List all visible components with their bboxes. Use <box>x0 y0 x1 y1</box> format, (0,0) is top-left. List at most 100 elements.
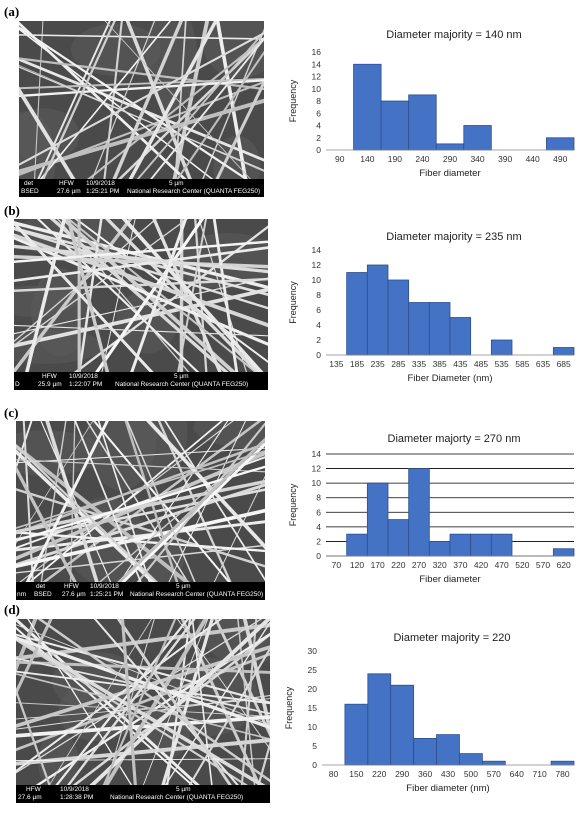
x-tick-label: 370 <box>453 560 467 570</box>
x-tick-label: 490 <box>553 154 567 164</box>
sem-detector: BSED <box>21 188 39 195</box>
panel-label-c: (c) <box>4 405 19 420</box>
x-tick-label: 390 <box>498 154 512 164</box>
histogram-b: Diameter majority = 235 nm 0 2 4 6 8 10 12 14 135… <box>284 224 584 394</box>
sem-hfw-value: 27.6 µm <box>18 794 42 801</box>
histogram-bar <box>366 482 389 557</box>
sem-fiber-texture <box>14 219 268 372</box>
sem-hfw-label: HFW <box>42 373 57 380</box>
y-tick-label: 4 <box>316 121 321 131</box>
panel-label-a: (a) <box>4 4 20 19</box>
histogram-bar <box>449 533 472 557</box>
y-tick-label: 8 <box>316 96 321 106</box>
x-tick-label: 470 <box>495 560 509 570</box>
x-tick-label: 320 <box>433 560 447 570</box>
y-tick-label: 12 <box>312 464 322 474</box>
sem-image-d: HFW 10/9/2018 5 µm 27.6 µm 1:28:38 PM Na… <box>16 619 270 803</box>
x-tick-label: 520 <box>515 560 529 570</box>
y-axis-label: Frequency <box>288 281 298 324</box>
histogram-c: Diameter majorty = 270 nm 0 2 4 6 8 10 12 14 70 12… <box>284 426 584 598</box>
x-tick-label: 635 <box>536 359 550 369</box>
histogram-bar <box>428 541 451 557</box>
sem-detector: BSED <box>34 591 52 598</box>
y-tick-label: 8 <box>316 493 321 503</box>
y-tick-label: 16 <box>312 47 322 57</box>
x-tick-label: 535 <box>495 359 509 369</box>
sem-image-c: det HFW 10/9/2018 5 µm nm BSED 27.6 µm 1… <box>16 421 265 600</box>
histogram-bar <box>552 548 575 557</box>
y-tick-label: 0 <box>316 551 321 561</box>
y-tick-label: 0 <box>312 760 317 770</box>
histogram-bar <box>346 533 368 557</box>
x-tick-label: 485 <box>474 359 488 369</box>
histogram-bar <box>470 533 492 557</box>
histogram-bar <box>344 703 369 766</box>
x-axis-label: Fiber diameter <box>419 168 480 179</box>
x-tick-label: 385 <box>433 359 447 369</box>
y-tick-label: 4 <box>316 320 321 330</box>
histogram-bar <box>481 760 506 766</box>
sem-time: 1:25:21 PM <box>86 188 120 195</box>
sem-institution: National Research Center (QUANTA FEG250) <box>127 188 261 195</box>
x-tick-label: 170 <box>371 560 385 570</box>
sem-date: 10/9/2018 <box>86 180 115 187</box>
y-axis-label: Frequency <box>288 483 298 526</box>
sem-image-a: det HFW 10/9/2018 5 µm BSED 27.6 µm 1:25… <box>19 21 264 197</box>
sem-time: 1:22:07 PM <box>69 381 103 388</box>
x-tick-label: 685 <box>557 359 571 369</box>
histogram-bar <box>490 533 513 557</box>
histogram-bar <box>550 760 575 766</box>
y-tick-label: 6 <box>316 305 321 315</box>
y-tick-label: 12 <box>312 72 322 82</box>
x-tick-label: 135 <box>329 359 343 369</box>
y-tick-label: 0 <box>316 350 321 360</box>
y-tick-label: 2 <box>316 536 321 546</box>
y-tick-label: 2 <box>316 133 321 143</box>
histogram-bar <box>366 264 389 356</box>
sem-hfw-label: HFW <box>64 583 79 590</box>
sem-scale-label: 5 µm <box>176 786 191 793</box>
sem-hfw-label: HFW <box>26 786 41 793</box>
sem-fiber-texture <box>16 619 270 785</box>
histogram-bar <box>449 317 472 356</box>
x-tick-label: 70 <box>332 560 342 570</box>
histogram-bar <box>353 63 382 151</box>
histogram-bar <box>459 753 483 766</box>
y-axis-label: Frequency <box>284 686 294 729</box>
x-tick-label: 570 <box>487 769 501 779</box>
panel-label-d: (d) <box>4 602 20 617</box>
x-tick-label: 420 <box>474 560 488 570</box>
x-tick-label: 190 <box>388 154 402 164</box>
chart-title: Diameter majority = 235 nm <box>386 231 521 243</box>
x-tick-label: 500 <box>464 769 478 779</box>
y-tick-label: 14 <box>312 59 322 69</box>
x-tick-label: 270 <box>412 560 426 570</box>
sem-info-bar: det HFW 10/9/2018 5 µm nm BSED 27.6 µm 1… <box>16 582 265 600</box>
sem-scale-label: 5 µm <box>174 373 189 380</box>
y-tick-label: 5 <box>312 741 317 751</box>
x-tick-label: 220 <box>372 769 386 779</box>
y-tick-label: 10 <box>312 84 322 94</box>
chart-title: Diameter majority = 140 nm <box>386 29 521 41</box>
sem-hfw-value: 27.6 µm <box>57 188 81 195</box>
x-tick-label: 120 <box>350 560 364 570</box>
sem-image-b: HFW 10/9/2018 5 µm D 25.9 µm 1:22:07 PM … <box>14 219 268 390</box>
x-tick-label: 285 <box>391 359 405 369</box>
sem-det-label: det <box>24 180 34 187</box>
y-tick-label: 14 <box>312 449 322 459</box>
x-axis-label: Fiber Diameter (nm) <box>408 373 493 384</box>
x-tick-label: 150 <box>349 769 363 779</box>
sem-unit: nm <box>17 591 27 598</box>
chart-title: Diameter majorty = 270 nm <box>388 433 521 445</box>
histogram-bar <box>346 272 368 356</box>
x-tick-label: 220 <box>391 560 405 570</box>
x-tick-label: 90 <box>335 154 345 164</box>
sem-det-label: det <box>36 583 46 590</box>
sem-hfw-value: 25.9 µm <box>38 381 62 388</box>
x-tick-label: 140 <box>360 154 374 164</box>
x-tick-label: 640 <box>510 769 524 779</box>
histogram-bar <box>408 468 430 557</box>
histogram-bar <box>367 673 392 766</box>
histogram-bar <box>408 94 437 151</box>
x-tick-label: 620 <box>557 560 571 570</box>
